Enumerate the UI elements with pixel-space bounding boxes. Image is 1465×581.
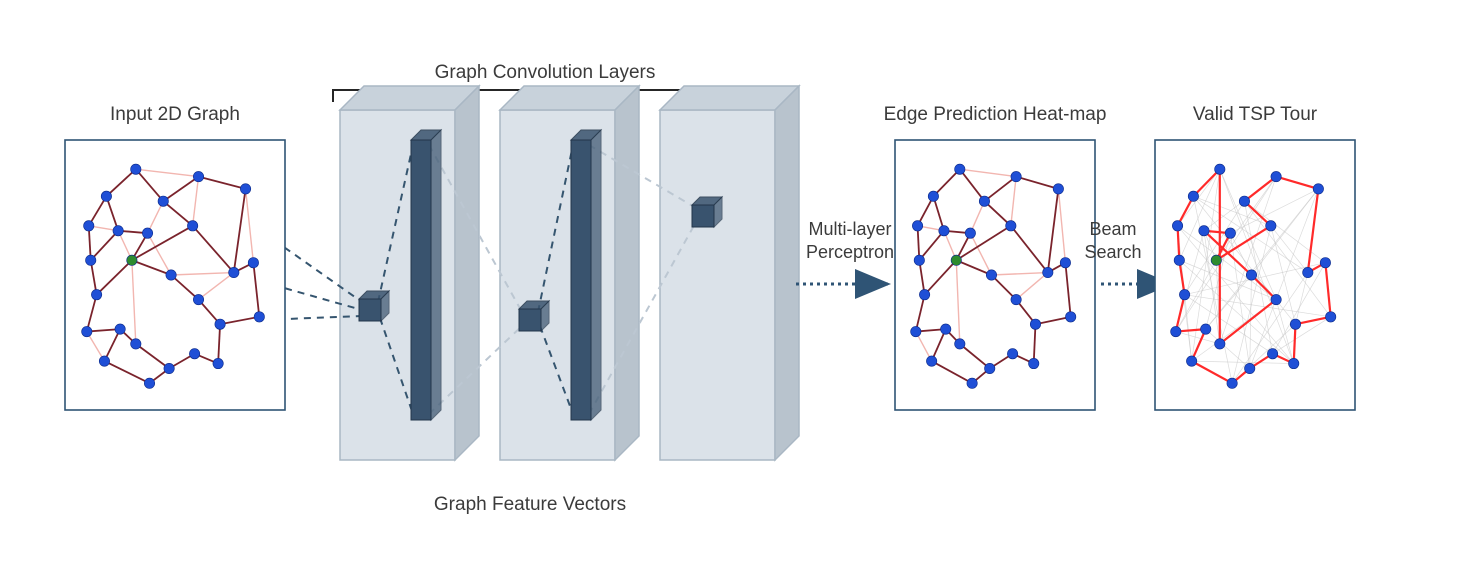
label-mlp2: Perceptron bbox=[806, 242, 894, 262]
graph-node bbox=[1290, 319, 1300, 329]
graph-node bbox=[1199, 226, 1209, 236]
graph-node bbox=[914, 255, 924, 265]
graph-node bbox=[158, 196, 168, 206]
graph-node bbox=[1289, 358, 1299, 368]
graph-node bbox=[1215, 339, 1225, 349]
graph-node bbox=[1011, 171, 1021, 181]
feature-vector bbox=[359, 291, 389, 321]
graph-node bbox=[1239, 196, 1249, 206]
graph-node bbox=[1211, 255, 1221, 265]
graph-node bbox=[113, 226, 123, 236]
graph-node bbox=[164, 363, 174, 373]
feature-vector bbox=[411, 130, 441, 420]
graph-node bbox=[254, 312, 264, 322]
graph-node bbox=[215, 319, 225, 329]
graph-node bbox=[1186, 356, 1196, 366]
label-beam1: Beam bbox=[1089, 219, 1136, 239]
graph-node bbox=[941, 324, 951, 334]
graph-node bbox=[193, 294, 203, 304]
graph-node bbox=[240, 184, 250, 194]
graph-node bbox=[955, 339, 965, 349]
input-graph-panel bbox=[65, 140, 285, 410]
label-heatmap: Edge Prediction Heat-map bbox=[884, 104, 1107, 125]
graph-node bbox=[967, 378, 977, 388]
label-tour: Valid TSP Tour bbox=[1193, 104, 1318, 125]
graph-node bbox=[115, 324, 125, 334]
graph-node bbox=[1303, 267, 1313, 277]
graph-node bbox=[985, 363, 995, 373]
conv-layer-slab bbox=[660, 86, 799, 460]
tsp-tour-panel bbox=[1155, 140, 1355, 410]
graph-node bbox=[189, 349, 199, 359]
graph-node bbox=[213, 358, 223, 368]
graph-node bbox=[1065, 312, 1075, 322]
graph-node bbox=[1271, 294, 1281, 304]
graph-node bbox=[965, 228, 975, 238]
graph-node bbox=[939, 226, 949, 236]
graph-node bbox=[986, 270, 996, 280]
graph-node bbox=[1271, 171, 1281, 181]
graph-node bbox=[127, 255, 137, 265]
graph-node bbox=[187, 221, 197, 231]
graph-node bbox=[1043, 267, 1053, 277]
graph-node bbox=[1179, 289, 1189, 299]
graph-node bbox=[1266, 221, 1276, 231]
graph-node bbox=[82, 326, 92, 336]
graph-node bbox=[911, 326, 921, 336]
graph-node bbox=[1215, 164, 1225, 174]
graph-node bbox=[1011, 294, 1021, 304]
label-mlp1: Multi-layer bbox=[808, 219, 891, 239]
graph-node bbox=[229, 267, 239, 277]
graph-node bbox=[144, 378, 154, 388]
heatmap-panel bbox=[895, 140, 1095, 410]
graph-node bbox=[1320, 258, 1330, 268]
label-beam2: Search bbox=[1084, 242, 1141, 262]
graph-node bbox=[1174, 255, 1184, 265]
graph-node bbox=[131, 164, 141, 174]
graph-node bbox=[951, 255, 961, 265]
graph-node bbox=[1267, 349, 1277, 359]
graph-node bbox=[1313, 184, 1323, 194]
graph-node bbox=[86, 255, 96, 265]
graph-node bbox=[101, 191, 111, 201]
graph-node bbox=[928, 191, 938, 201]
graph-node bbox=[919, 289, 929, 299]
graph-node bbox=[1172, 221, 1182, 231]
graph-node bbox=[84, 221, 94, 231]
label-input: Input 2D Graph bbox=[110, 104, 240, 125]
label-convLayers: Graph Convolution Layers bbox=[435, 62, 656, 83]
graph-node bbox=[926, 356, 936, 366]
graph-node bbox=[1030, 319, 1040, 329]
graph-node bbox=[248, 258, 258, 268]
graph-node bbox=[1201, 324, 1211, 334]
graph-node bbox=[979, 196, 989, 206]
graph-node bbox=[1245, 363, 1255, 373]
graph-node bbox=[1006, 221, 1016, 231]
graph-node bbox=[131, 339, 141, 349]
graph-node bbox=[142, 228, 152, 238]
graph-node bbox=[1171, 326, 1181, 336]
graph-node bbox=[1053, 184, 1063, 194]
graph-node bbox=[1007, 349, 1017, 359]
graph-node bbox=[1325, 312, 1335, 322]
graph-node bbox=[1060, 258, 1070, 268]
conv-layer-slab bbox=[340, 86, 479, 460]
label-featVecs: Graph Feature Vectors bbox=[434, 494, 626, 515]
graph-node bbox=[91, 289, 101, 299]
graph-node bbox=[1188, 191, 1198, 201]
graph-node bbox=[193, 171, 203, 181]
graph-node bbox=[1246, 270, 1256, 280]
graph-node bbox=[912, 221, 922, 231]
graph-node bbox=[955, 164, 965, 174]
graph-node bbox=[99, 356, 109, 366]
graph-node bbox=[166, 270, 176, 280]
feature-vector bbox=[519, 301, 549, 331]
graph-node bbox=[1029, 358, 1039, 368]
pipeline-diagram: Input 2D Graph Graph Convolution Layers Gr… bbox=[0, 0, 1465, 581]
graph-node bbox=[1225, 228, 1235, 238]
graph-node bbox=[1227, 378, 1237, 388]
feature-vector bbox=[692, 197, 722, 227]
feature-vector bbox=[571, 130, 601, 420]
